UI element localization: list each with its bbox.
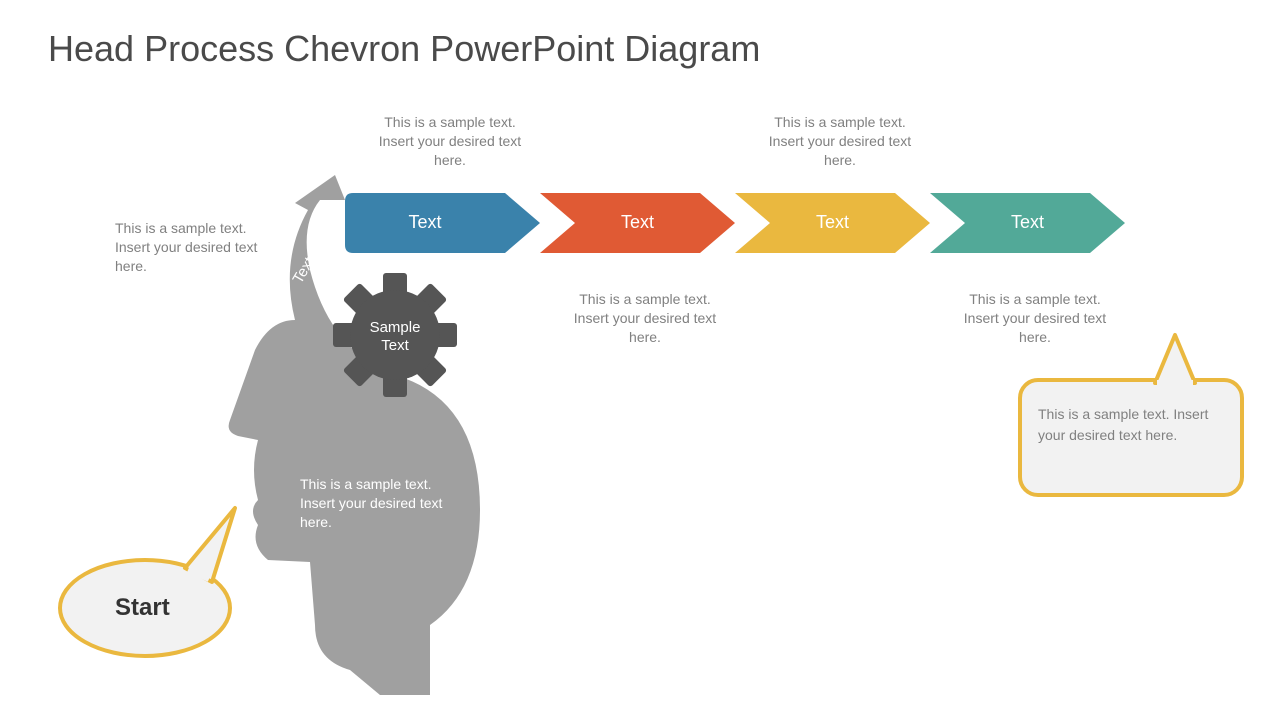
chevron-label-1: Text xyxy=(345,212,505,233)
caption-bot-2: This is a sample text. Insert your desir… xyxy=(950,290,1120,347)
right-callout-text: This is a sample text. Insert your desir… xyxy=(1038,404,1223,446)
chevron-label-3: Text xyxy=(753,212,913,233)
right-callout xyxy=(0,0,1280,720)
chevron-label-4: Text xyxy=(948,212,1108,233)
gear-label: SampleText xyxy=(355,319,435,355)
head-body-text: This is a sample text. Insert your desir… xyxy=(300,475,470,532)
start-label: Start xyxy=(115,594,170,622)
caption-bot-1: This is a sample text. Insert your desir… xyxy=(560,290,730,347)
chevron-label-2: Text xyxy=(558,212,718,233)
caption-top-2: This is a sample text. Insert your desir… xyxy=(755,113,925,170)
caption-left: This is a sample text. Insert your desir… xyxy=(115,219,285,276)
caption-top-1: This is a sample text. Insert your desir… xyxy=(365,113,535,170)
